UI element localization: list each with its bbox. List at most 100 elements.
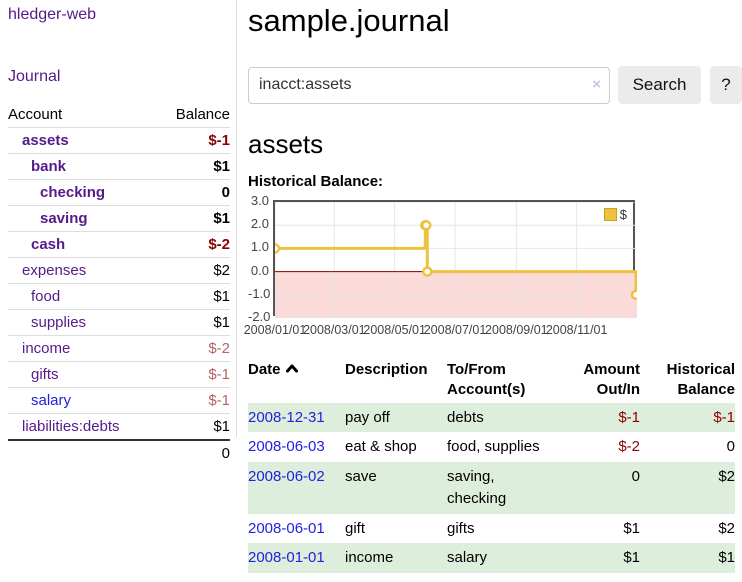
transaction-description: pay off <box>345 408 390 426</box>
account-link[interactable]: bank <box>31 158 67 175</box>
legend-swatch-icon <box>603 208 617 221</box>
account-link[interactable]: salary <box>31 392 72 409</box>
accounts-header-balance: Balance <box>175 106 230 123</box>
x-axis-tick-label: 2008/01/01 <box>243 323 307 337</box>
clear-search-icon[interactable]: × <box>592 75 601 93</box>
accounts-header-row: Account Balance <box>8 103 230 128</box>
transaction-amount: $1 <box>623 519 640 537</box>
transaction-amount: $1 <box>623 549 640 567</box>
account-link[interactable]: gifts <box>31 366 59 383</box>
account-link[interactable]: food <box>31 288 61 305</box>
brand-link[interactable]: hledger-web <box>8 6 97 23</box>
account-link[interactable]: cash <box>31 236 66 253</box>
accounts-table: Account Balance assets $-1 bank $1 checking 0… <box>8 103 230 466</box>
accounts-total-value: 0 <box>157 439 230 466</box>
historical-balance-chart: $ 3.0 2.0 1.0 0.0 -1.0 -2.0 2008/01/01 2008/03… <box>244 193 742 337</box>
main-content: sample.journal × Search ? assets Histori… <box>244 0 742 573</box>
journal-link[interactable]: Journal <box>8 68 61 85</box>
chart-legend: $ <box>601 206 629 223</box>
accounts-total-row: 0 <box>8 439 230 466</box>
chart-canvas <box>275 202 637 318</box>
account-balance: $1 <box>157 309 230 336</box>
register-header-balance: Historical Balance <box>666 361 735 399</box>
transaction-description: save <box>345 468 377 485</box>
account-row: gifts $-1 <box>8 361 230 388</box>
account-balance: $1 <box>157 413 230 440</box>
transaction-amount: $-2 <box>618 438 640 456</box>
transaction-date-link[interactable]: 2008-06-01 <box>248 519 325 537</box>
search-form: × Search ? <box>248 66 742 104</box>
transaction-accounts: gifts <box>447 519 475 537</box>
register-header-date[interactable]: Date <box>248 358 345 403</box>
account-row: saving $1 <box>8 205 230 232</box>
chart-label: Historical Balance: <box>248 173 384 190</box>
account-row: bank $1 <box>8 153 230 180</box>
register-row: 2008-06-01 gift gifts $1 $2 <box>248 514 735 544</box>
register-row: 2008-12-31 pay off debts $-1 $-1 <box>248 402 735 433</box>
register-row: 2008-01-01 income salary $1 $1 <box>248 543 735 573</box>
y-axis-tick-label: 1.0 <box>250 239 269 255</box>
account-balance: $-1 <box>157 127 230 154</box>
help-button[interactable]: ? <box>710 66 742 104</box>
transaction-date-link[interactable]: 2008-01-01 <box>248 549 325 567</box>
transaction-date-link[interactable]: 2008-06-02 <box>248 468 325 485</box>
search-input[interactable] <box>248 66 610 104</box>
nav-journal: Journal <box>8 68 230 86</box>
x-axis-tick-label: 2008/03/01 <box>303 323 366 337</box>
transaction-amount: $-1 <box>618 408 640 426</box>
account-balance: $-1 <box>157 387 230 414</box>
account-row: income $-2 <box>8 335 230 362</box>
account-balance: $1 <box>157 153 230 180</box>
account-heading: assets <box>248 129 324 159</box>
x-axis-tick-label: 2008/05/01 <box>363 323 426 337</box>
account-row: food $1 <box>8 283 230 310</box>
transaction-date-link[interactable]: 2008-12-31 <box>248 408 325 426</box>
x-axis-tick-label: 2008/09/01 <box>485 323 548 337</box>
account-link[interactable]: assets <box>22 132 69 149</box>
account-link[interactable]: saving <box>40 210 88 227</box>
account-link[interactable]: checking <box>40 184 106 201</box>
page-title: sample.journal <box>248 3 450 38</box>
account-balance: $2 <box>157 257 230 284</box>
account-balance: $-1 <box>157 361 230 388</box>
sort-ascending-icon <box>285 364 298 373</box>
transaction-balance: $2 <box>718 519 735 537</box>
account-link[interactable]: supplies <box>31 314 87 331</box>
x-axis-tick-label: 2008/11/01 <box>545 323 608 337</box>
transaction-description: gift <box>345 519 366 537</box>
transaction-balance: $1 <box>718 549 735 567</box>
y-axis-tick-label: 2.0 <box>250 216 269 232</box>
register-header-amount: Amount Out/In <box>583 361 640 399</box>
search-button[interactable]: Search <box>618 66 701 104</box>
transaction-accounts: food, supplies <box>447 438 540 456</box>
account-row: supplies $1 <box>8 309 230 336</box>
transaction-balance: $2 <box>718 468 735 485</box>
x-axis-tick-label: 2008/07/01 <box>423 323 487 337</box>
account-link[interactable]: expenses <box>22 262 87 279</box>
accounts-header-account: Account <box>8 106 63 123</box>
account-row: cash $-2 <box>8 231 230 258</box>
account-balance: 0 <box>157 179 230 206</box>
account-row: expenses $2 <box>8 257 230 284</box>
account-balance: $-2 <box>157 335 230 362</box>
account-link[interactable]: income <box>22 340 71 357</box>
y-axis-tick-label: 0.0 <box>250 262 269 278</box>
transaction-balance: 0 <box>726 438 735 456</box>
transaction-date-link[interactable]: 2008-06-03 <box>248 438 325 456</box>
transaction-accounts: saving, checking <box>447 468 507 507</box>
sidebar: hledger-web Journal Account Balance asse… <box>0 0 237 466</box>
y-axis-tick-label: -2.0 <box>248 309 271 324</box>
account-row: assets $-1 <box>8 127 230 154</box>
y-axis-tick-label: -1.0 <box>248 285 271 301</box>
transaction-description: income <box>345 549 394 567</box>
transaction-description: eat & shop <box>345 438 417 456</box>
account-row: checking 0 <box>8 179 230 206</box>
account-balance: $1 <box>157 205 230 232</box>
account-link[interactable]: liabilities:debts <box>22 418 120 435</box>
transaction-balance: $-1 <box>713 408 735 426</box>
chart-plot-area[interactable]: $ <box>273 200 637 318</box>
y-axis-tick-label: 3.0 <box>250 193 269 208</box>
app-brand: hledger-web <box>8 6 230 24</box>
legend-label: $ <box>619 207 627 222</box>
register-header-accounts: To/From Account(s) <box>447 361 526 399</box>
